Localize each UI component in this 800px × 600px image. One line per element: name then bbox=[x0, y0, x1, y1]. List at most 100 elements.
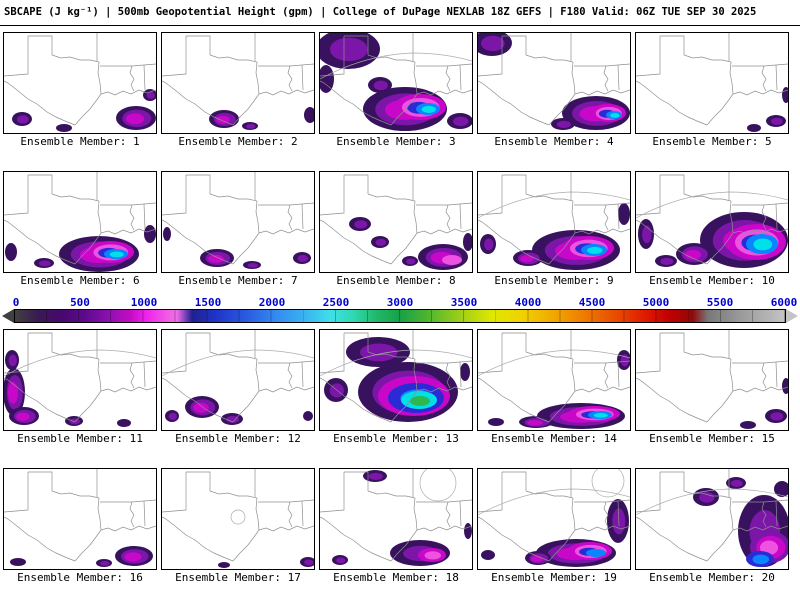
ensemble-map bbox=[3, 329, 157, 431]
panel-label: Ensemble Member: 20 bbox=[649, 571, 775, 584]
cape-shading bbox=[100, 561, 110, 566]
panel-label: Ensemble Member: 15 bbox=[649, 432, 775, 445]
cape-shading bbox=[481, 35, 505, 52]
panel-label: Ensemble Member: 5 bbox=[652, 135, 772, 148]
state-borders bbox=[636, 469, 788, 562]
panel-label: Ensemble Member: 6 bbox=[20, 274, 140, 287]
cape-shading bbox=[618, 203, 630, 225]
cape-shading bbox=[699, 492, 715, 503]
ensemble-map bbox=[635, 171, 789, 273]
cape-shading bbox=[216, 115, 230, 124]
height-contour bbox=[478, 191, 630, 219]
panel-label: Ensemble Member: 8 bbox=[336, 274, 456, 287]
cape-shading bbox=[336, 557, 346, 564]
height-contour bbox=[478, 488, 630, 516]
ensemble-panel: Ensemble Member: 20 bbox=[635, 468, 789, 585]
ensemble-panel: Ensemble Member: 2 bbox=[161, 32, 315, 149]
ensemble-panel: Ensemble Member: 14 bbox=[477, 329, 631, 446]
colorbar-tick: 4000 bbox=[514, 296, 542, 309]
cape-shading bbox=[774, 481, 788, 497]
colorbar-tick: 5500 bbox=[706, 296, 734, 309]
ensemble-map bbox=[161, 468, 315, 570]
cape-shading bbox=[226, 415, 240, 423]
height-contour bbox=[320, 349, 472, 377]
cape-shading bbox=[304, 559, 314, 566]
cape-shading bbox=[168, 412, 177, 420]
colorbar-right-arrow-icon bbox=[786, 309, 798, 323]
cape-shading bbox=[8, 354, 17, 367]
panel-label: Ensemble Member: 9 bbox=[494, 274, 614, 287]
title-bar: SBCAPE (J kg⁻¹) | 500mb Geopotential Hei… bbox=[0, 0, 800, 26]
cape-shading bbox=[484, 238, 494, 251]
cape-shading bbox=[124, 552, 142, 562]
cape-shading bbox=[125, 113, 145, 125]
state-borders bbox=[162, 469, 314, 562]
ensemble-map bbox=[477, 32, 631, 134]
cape-shading bbox=[193, 402, 209, 413]
ensemble-map bbox=[635, 32, 789, 134]
colorbar-tick: 4500 bbox=[578, 296, 606, 309]
cape-shading bbox=[421, 105, 436, 113]
cape-shading bbox=[8, 381, 18, 404]
cape-shading bbox=[38, 260, 51, 267]
state-borders bbox=[636, 33, 788, 126]
cape-shading bbox=[368, 472, 383, 480]
cape-shading bbox=[587, 246, 603, 254]
cape-shading bbox=[69, 418, 81, 425]
state-borders bbox=[4, 33, 156, 126]
cape-shading bbox=[747, 124, 761, 132]
cape-shading bbox=[146, 91, 155, 99]
colorbar-tick: 0 bbox=[12, 296, 20, 309]
state-borders bbox=[320, 172, 472, 265]
cape-shading bbox=[593, 413, 608, 418]
cape-shading bbox=[527, 420, 543, 426]
ensemble-panel: Ensemble Member: 6 bbox=[3, 171, 157, 288]
height-contour-ring bbox=[419, 469, 457, 502]
cape-shading bbox=[144, 225, 156, 243]
colorbar-tick: 6000 bbox=[770, 296, 798, 309]
cape-shading bbox=[740, 421, 756, 429]
cape-shading bbox=[770, 412, 784, 421]
ensemble-map bbox=[161, 171, 315, 273]
ensemble-panel: Ensemble Member: 19 bbox=[477, 468, 631, 585]
state-borders bbox=[4, 469, 156, 562]
ensemble-panel: Ensemble Member: 3 bbox=[319, 32, 473, 149]
cape-shading bbox=[684, 249, 702, 260]
state-borders bbox=[636, 172, 788, 265]
cape-shading bbox=[56, 124, 72, 132]
cape-shading bbox=[424, 551, 442, 560]
cape-shading bbox=[410, 396, 430, 406]
state-borders bbox=[478, 469, 630, 562]
cape-shading bbox=[481, 550, 495, 560]
cape-shading bbox=[208, 254, 224, 263]
cape-shading bbox=[520, 255, 534, 263]
panel-label: Ensemble Member: 16 bbox=[17, 571, 143, 584]
ensemble-panel: Ensemble Member: 18 bbox=[319, 468, 473, 585]
panel-label: Ensemble Member: 7 bbox=[178, 274, 298, 287]
cape-shading bbox=[782, 87, 788, 103]
ensemble-panel: Ensemble Member: 4 bbox=[477, 32, 631, 149]
cape-shading bbox=[660, 257, 674, 265]
cape-shading bbox=[354, 220, 368, 229]
panel-label: Ensemble Member: 14 bbox=[491, 432, 617, 445]
cape-shading bbox=[329, 37, 368, 62]
ensemble-panel: Ensemble Member: 1 bbox=[3, 32, 157, 149]
panel-label: Ensemble Member: 17 bbox=[175, 571, 301, 584]
ensemble-panel: Ensemble Member: 7 bbox=[161, 171, 315, 288]
panel-grid-bottom: Ensemble Member: 11 Ensemble Member: 12 En… bbox=[0, 323, 800, 585]
colorbar-tick: 2500 bbox=[322, 296, 350, 309]
cape-shading bbox=[406, 258, 416, 265]
cape-shading bbox=[304, 107, 314, 123]
panel-label: Ensemble Member: 18 bbox=[333, 571, 459, 584]
state-borders bbox=[320, 469, 472, 562]
cape-shading bbox=[359, 343, 398, 362]
cape-shading bbox=[610, 113, 620, 118]
cape-shading bbox=[373, 80, 388, 91]
ensemble-map bbox=[3, 32, 157, 134]
ensemble-panel: Ensemble Member: 15 bbox=[635, 329, 789, 446]
height-contour bbox=[636, 191, 788, 219]
colorbar-tick: 2000 bbox=[258, 296, 286, 309]
cape-shading bbox=[218, 562, 230, 568]
state-borders bbox=[4, 172, 156, 265]
state-borders bbox=[162, 330, 314, 423]
